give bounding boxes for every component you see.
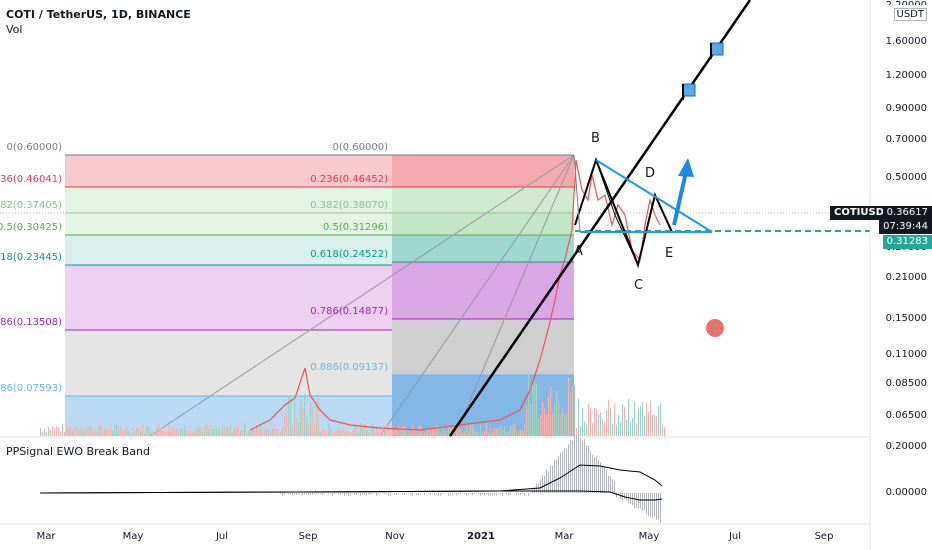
time-tick: May xyxy=(638,531,660,542)
time-tick: Jul xyxy=(728,531,742,542)
time-tick: 2021 xyxy=(467,531,495,542)
fib-label-left-1: 0.236(0.46041) xyxy=(0,174,62,185)
price-tick-partial: 2.20000 xyxy=(886,0,927,5)
countdown-tag: 07:39:44 xyxy=(879,220,932,234)
fib-label-right-6: 0.886(0.09137) xyxy=(310,362,388,373)
pattern-label-b: B xyxy=(591,131,600,146)
indicator-tick: 0.20000 xyxy=(885,441,927,452)
chart-header: COTI / TetherUS, 1D, BINANCE Vol xyxy=(6,7,191,37)
volume-bars xyxy=(40,371,666,436)
fib-fan-lines xyxy=(149,154,575,437)
price-unit: USDT xyxy=(893,8,927,21)
ref-price-tag: 0.31283 xyxy=(882,235,932,249)
fib-label-right-4: 0.618(0.24522) xyxy=(310,249,388,260)
fib-label-right-1: 0.236(0.46452) xyxy=(310,174,388,185)
fib-label-right-2: 0.382(0.38070) xyxy=(310,200,388,211)
marker-circle[interactable] xyxy=(706,319,724,337)
harmonic-pattern[interactable] xyxy=(573,154,713,269)
time-tick: Sep xyxy=(814,531,834,542)
fib-label-right-0: 0(0.60000) xyxy=(332,142,388,153)
symbol-title[interactable]: COTI / TetherUS, 1D, BINANCE xyxy=(6,8,191,21)
price-tick: 1.60000 xyxy=(885,36,927,47)
up-arrow[interactable] xyxy=(672,158,694,226)
time-tick: Mar xyxy=(36,531,56,542)
symbol-price-tag: COTIUSDT xyxy=(830,206,895,220)
price-tick: 0.06500 xyxy=(885,410,927,421)
fib-zones-right[interactable] xyxy=(392,155,574,436)
pattern-label-c: C xyxy=(634,278,644,293)
ewo-histogram xyxy=(280,431,661,523)
price-tick: 0.90000 xyxy=(885,103,927,114)
time-tick: May xyxy=(122,531,144,542)
indicator-tick: 0.00000 xyxy=(885,487,927,498)
pattern-label-a: A xyxy=(574,244,583,259)
price-tick: 0.50000 xyxy=(885,172,927,183)
fib-label-left-3: 0.5(0.30425) xyxy=(0,222,62,233)
volume-legend[interactable]: Vol xyxy=(6,23,23,36)
price-tick: 1.20000 xyxy=(885,70,927,81)
ewo-band-lower xyxy=(39,490,663,501)
fib-label-left-0: 0(0.60000) xyxy=(6,142,62,153)
trend-line[interactable] xyxy=(448,0,752,437)
flag-markers[interactable] xyxy=(682,42,724,100)
price-tick: 0.70000 xyxy=(885,134,927,145)
time-tick: Nov xyxy=(385,531,405,542)
fib-label-right-5: 0.786(0.14877) xyxy=(310,306,388,317)
pattern-label-d: D xyxy=(645,166,656,181)
time-tick: Jul xyxy=(215,531,229,542)
indicator-title[interactable]: PPSignal EWO Break Band xyxy=(6,445,150,458)
time-tick: Sep xyxy=(298,531,318,542)
price-tick: 0.15000 xyxy=(885,313,927,324)
fib-label-left-4: 0.618(0.23445) xyxy=(0,252,62,263)
fib-zones-left[interactable] xyxy=(65,155,392,436)
price-tick: 0.11000 xyxy=(885,349,927,360)
price-tick: 0.21000 xyxy=(885,272,927,283)
time-tick: Mar xyxy=(554,531,574,542)
fib-label-right-3: 0.5(0.31296) xyxy=(322,222,388,233)
last-price-tag: 0.36617 xyxy=(882,206,932,220)
price-tick: 0.08500 xyxy=(885,378,927,389)
pattern-label-e: E xyxy=(665,246,674,261)
fib-label-left-2: 0.382(0.37405) xyxy=(0,200,62,211)
fib-label-left-6: 0.886(0.07593) xyxy=(0,383,62,394)
price-series xyxy=(249,159,661,431)
fib-label-left-5: 0.786(0.13508) xyxy=(0,317,62,328)
